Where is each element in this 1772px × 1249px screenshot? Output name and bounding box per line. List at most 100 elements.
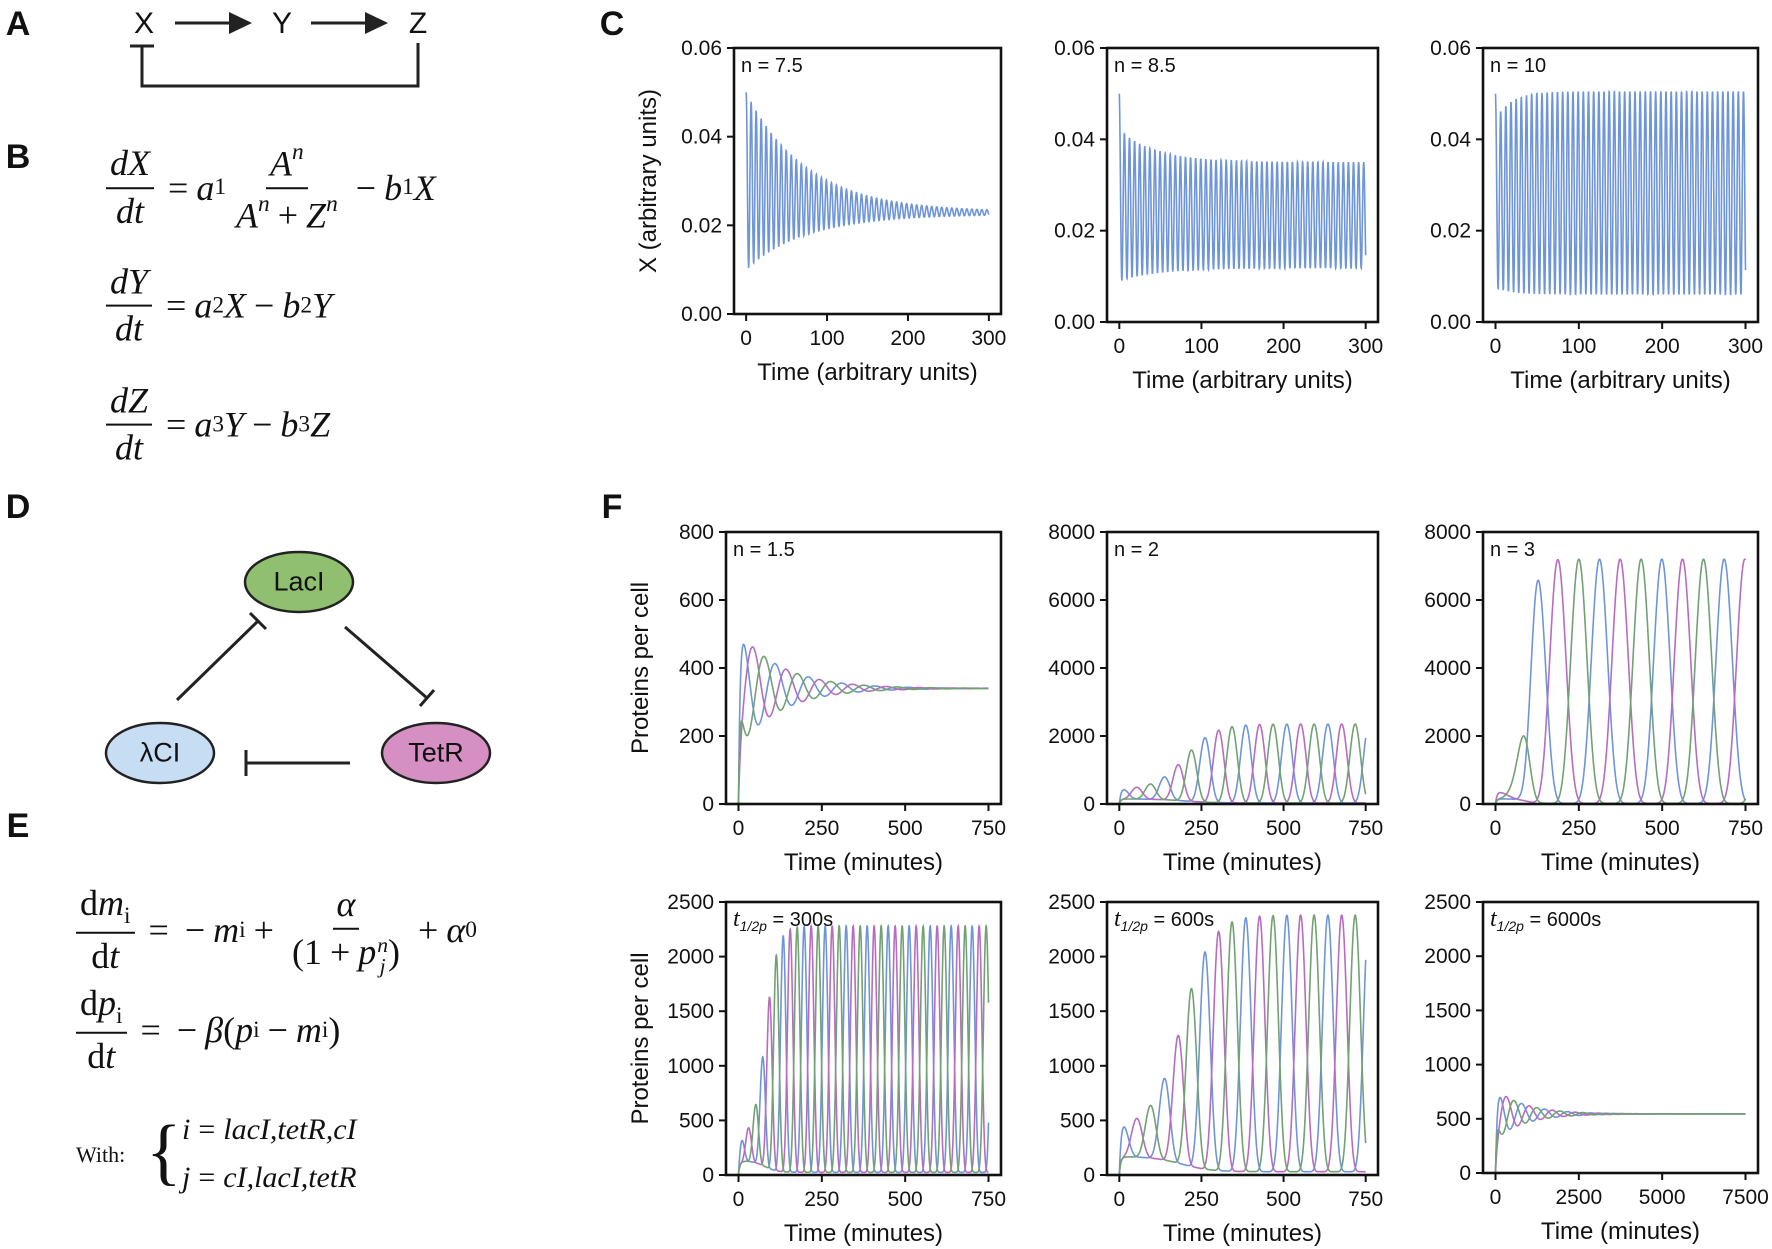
- condition-i: i = lacI,tetR,cI: [182, 1113, 357, 1147]
- equation-dy-dt: dY dt = a 2 X − b 2 Y: [100, 262, 332, 351]
- series-line: [1494, 558, 1747, 804]
- chart-panel: 0 250 500 750 0 500 1000 1500 2000 2500 Time (minu…: [1048, 891, 1383, 1247]
- math-token: −: [184, 909, 206, 950]
- arrowhead-icon: [229, 12, 252, 34]
- x-tick-label: 500: [1266, 1188, 1301, 1211]
- x-axis-label: Time (minutes): [1163, 1220, 1322, 1247]
- math-token: n: [377, 932, 389, 957]
- node-label-tetr: TetR: [408, 737, 464, 768]
- math-token: n: [326, 191, 338, 217]
- x-tick-label: 300: [1348, 335, 1383, 358]
- math-token: m: [213, 909, 240, 950]
- math-token: ): [388, 931, 401, 972]
- panel-annotation: t1/2p = 300s: [733, 906, 833, 934]
- math-token: dt: [115, 191, 144, 231]
- y-tick-label: 2000: [667, 946, 714, 969]
- y-tick-label: 0.02: [1430, 220, 1471, 243]
- arrowhead-icon: [365, 12, 388, 34]
- math-token: −: [355, 168, 377, 208]
- node-label-lambda-ci: λCI: [139, 737, 181, 768]
- node-tetr: [380, 721, 492, 785]
- y-tick-label: 6000: [1424, 589, 1471, 612]
- y-tick-label: 500: [1436, 1108, 1471, 1131]
- math-token: =: [140, 1009, 161, 1050]
- math-token: j: [379, 953, 386, 978]
- math-token: −: [267, 1009, 288, 1050]
- series-line: [737, 655, 989, 804]
- series-line: [1118, 723, 1367, 804]
- repression-feedback-z-to-x: [140, 43, 420, 88]
- math-token: α: [332, 884, 360, 930]
- x-tick-label: 7500: [1722, 1186, 1769, 1209]
- y-tick-label: 400: [679, 657, 714, 680]
- series-line: [737, 923, 989, 1175]
- x-tick-label: 5000: [1639, 1186, 1686, 1209]
- math-token: i: [124, 902, 131, 929]
- math-token: =: [166, 286, 187, 326]
- plot-frame: [732, 46, 1003, 316]
- charts: 0 100 200 300 0.00 0.02 0.04 0.06 Time (arbitrar…: [627, 37, 1769, 1247]
- y-tick-label: 0: [702, 793, 714, 816]
- math-token: Z: [310, 405, 331, 445]
- annotation-symbol: t: [733, 906, 741, 932]
- with-label: With:: [76, 1142, 126, 1167]
- x-tick-label: 750: [1728, 817, 1763, 840]
- math-fraction: dmi dt: [76, 883, 135, 977]
- math-token: Y: [312, 286, 333, 326]
- panel-annotation: n = 3: [1490, 539, 1535, 561]
- series-line: [1118, 914, 1366, 1175]
- x-tick-label: 300: [1728, 335, 1763, 358]
- math-token: 2: [212, 292, 225, 319]
- series-line: [745, 92, 990, 269]
- math-token: −: [176, 1009, 198, 1050]
- math-token: d: [91, 935, 110, 976]
- repression-bar: [418, 689, 436, 707]
- math-token: dt: [111, 426, 147, 469]
- math-token: n: [258, 191, 270, 217]
- math-token: m: [295, 1009, 322, 1050]
- node-label-laci: LacI: [273, 566, 325, 597]
- equation-dp-dt: dpi dt = − β(p i − m i): [70, 983, 340, 1077]
- math-token: Y: [224, 405, 245, 445]
- annotation-symbol: t: [1114, 906, 1122, 932]
- series-line: [737, 643, 989, 804]
- chart-panel: 0 250 500 750 0 2000 4000 6000 8000 Time (minutes…: [1424, 521, 1763, 876]
- y-tick-label: 1000: [667, 1055, 714, 1078]
- y-tick-label: 0: [1083, 793, 1095, 816]
- brace-icon: {: [146, 1111, 182, 1193]
- node-x: X: [133, 7, 155, 40]
- math-token: X: [224, 286, 247, 326]
- panel-label-b: B: [5, 138, 31, 176]
- x-tick-label: 300: [971, 327, 1006, 350]
- math-token: =: [198, 1161, 216, 1194]
- x-tick-label: 250: [804, 1188, 839, 1211]
- math-token: dt: [115, 309, 144, 349]
- x-axis-label: Time (minutes): [1541, 1218, 1700, 1245]
- math-token: dZ: [110, 380, 149, 421]
- y-tick-label: 500: [679, 1109, 714, 1132]
- y-tick-label: 500: [1060, 1109, 1095, 1132]
- repression-bar: [248, 611, 268, 631]
- y-tick-label: 4000: [1048, 657, 1095, 680]
- x-tick-label: 500: [888, 1188, 923, 1211]
- math-token: dY: [110, 261, 149, 302]
- math-token: dY: [106, 261, 153, 307]
- math-token: m: [98, 882, 124, 923]
- math-token: b: [280, 405, 299, 445]
- math-token: dpi: [76, 983, 127, 1034]
- x-tick-label: 750: [971, 817, 1006, 840]
- series-line: [1494, 90, 1747, 296]
- equation-dx-dt: dX dt = a 1 An An + Zn − b 1 X: [100, 139, 436, 237]
- x-tick-label: 200: [1266, 335, 1301, 358]
- math-fraction: dpi dt: [76, 983, 127, 1077]
- x-tick-label: 750: [1348, 1188, 1383, 1211]
- math-token: b: [384, 168, 403, 208]
- y-tick-label: 8000: [1424, 521, 1471, 544]
- series-line: [1118, 93, 1367, 281]
- chart-panel: 0 250 500 750 0 200 400 600 800 Time (minutes) Pro…: [627, 521, 1006, 876]
- math-token: n: [292, 139, 304, 166]
- x-axis-label: Time (arbitrary units): [1510, 367, 1730, 394]
- y-tick-label: 800: [679, 521, 714, 544]
- y-tick-label: 200: [679, 725, 714, 748]
